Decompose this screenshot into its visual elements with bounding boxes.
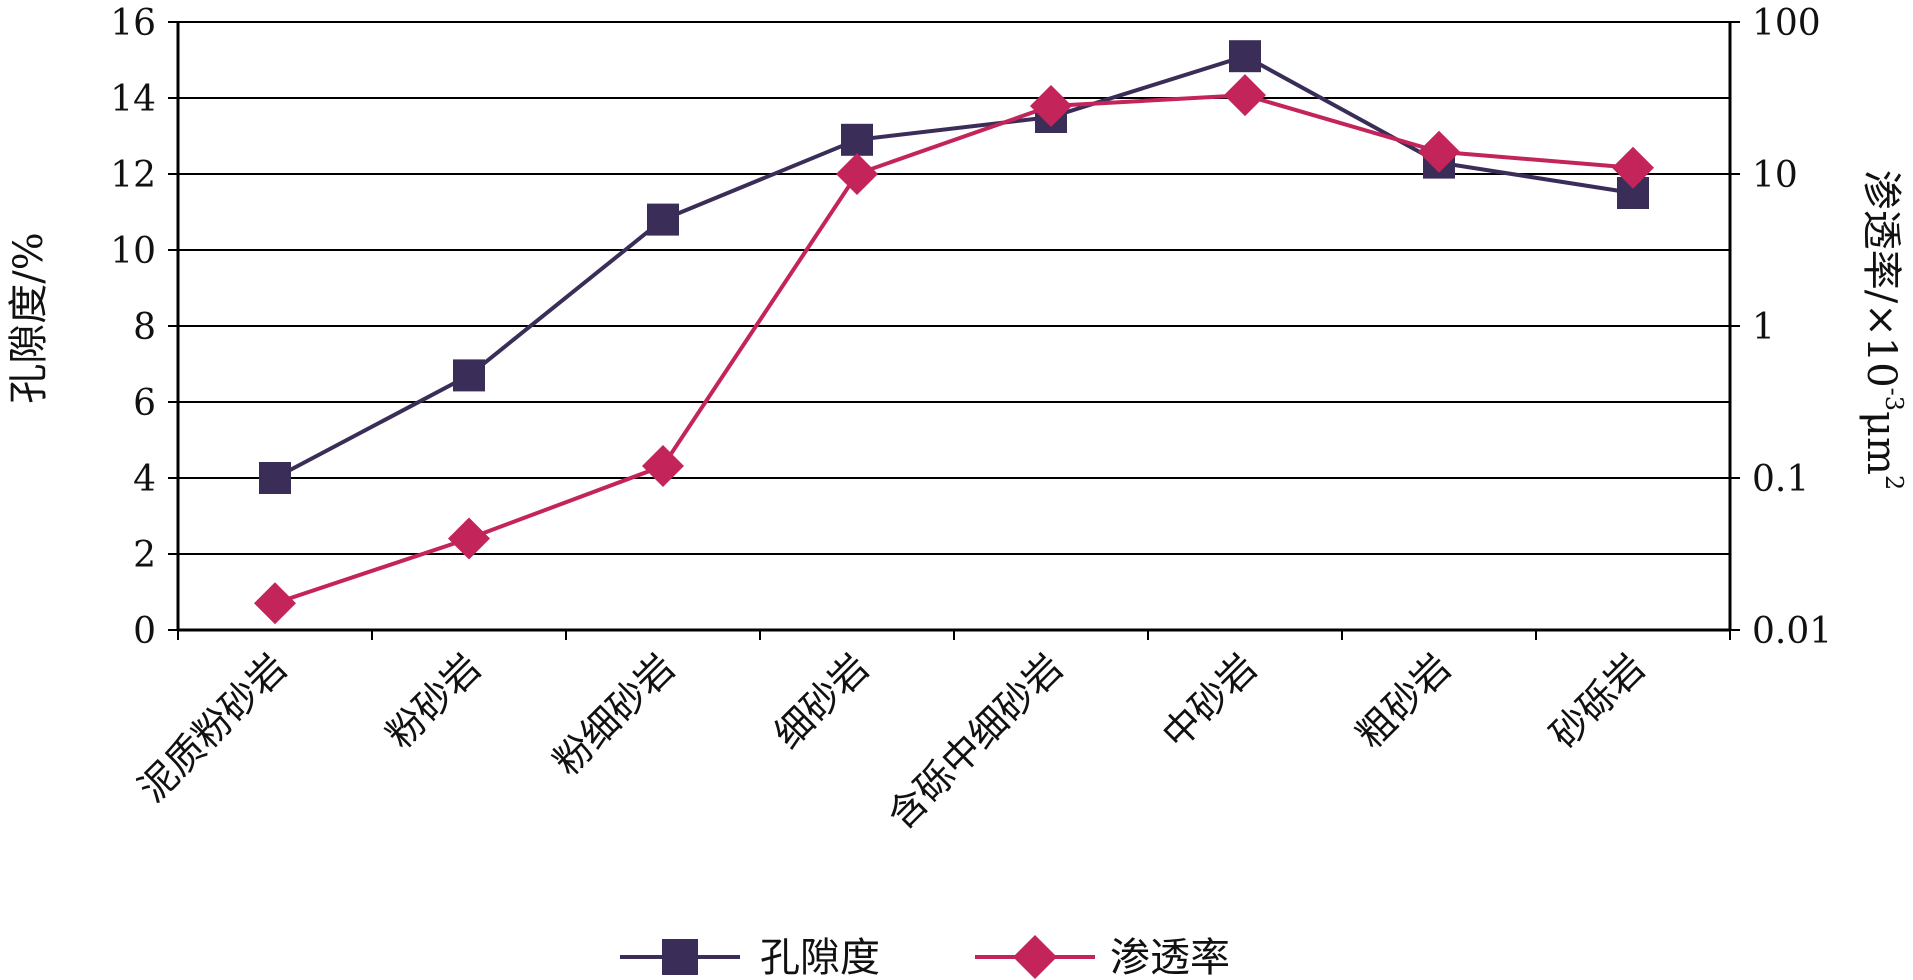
category-label: 粉细砂岩	[545, 645, 684, 784]
right-axis-title-exp: -3	[1880, 388, 1908, 411]
data-point-diamond	[1612, 146, 1654, 189]
legend-item-porosity: 孔隙度	[620, 935, 880, 980]
axes	[176, 22, 1732, 640]
left-tick-label: 4	[133, 459, 156, 500]
legend-item-permeability: 渗透率	[975, 935, 1230, 980]
category-label: 中砂岩	[1154, 645, 1266, 757]
right-axis-title-unit: μm	[1858, 411, 1904, 475]
left-tick-label: 2	[133, 535, 156, 576]
series-layer	[254, 40, 1654, 625]
category-label: 含砾中细砂岩	[879, 645, 1071, 837]
data-point-square	[259, 462, 291, 494]
svg-text:渗透率/×10-3μm2: 渗透率/×10-3μm2	[1858, 170, 1908, 491]
left-tick-label: 12	[110, 155, 156, 196]
data-point-diamond	[836, 153, 878, 195]
data-point-diamond	[1224, 74, 1266, 117]
category-label: 粉砂岩	[378, 645, 490, 757]
legend: 孔隙度 渗透率	[620, 935, 1230, 980]
right-tick-label: 10	[1752, 155, 1798, 196]
data-point-diamond	[642, 444, 684, 487]
right-tick-label: 0.1	[1752, 459, 1809, 500]
right-tick-label: 100	[1752, 3, 1821, 44]
left-tick-label: 16	[110, 3, 156, 44]
series-permeability	[254, 74, 1654, 625]
series-line	[274, 54, 1634, 480]
legend-label-permeability: 渗透率	[1110, 935, 1230, 980]
data-point-diamond	[448, 517, 490, 560]
category-labels: 泥质粉砂岩 粉砂岩 粉细砂岩 细砂岩 含砾中细砂岩 中砂岩 粗砂岩 砂砾岩	[130, 645, 1653, 837]
left-axis-ticks: 0 2 4 6 8 10 12 14 16	[110, 3, 178, 652]
series-line	[274, 93, 1634, 606]
category-label: 细砂岩	[766, 645, 878, 757]
right-tick-label: 1	[1752, 307, 1775, 348]
data-point-square	[1229, 40, 1261, 73]
right-axis-title: 渗透率/×10-3μm2	[1858, 170, 1908, 491]
category-label: 泥质粉砂岩	[130, 645, 295, 810]
data-point-diamond	[1418, 130, 1460, 173]
right-tick-label: 0.01	[1752, 611, 1832, 652]
data-point-square	[841, 123, 873, 156]
grid-lines	[178, 21, 1730, 555]
category-label: 粗砂岩	[1348, 645, 1460, 757]
series-porosity	[259, 40, 1649, 494]
left-tick-label: 8	[133, 307, 156, 348]
data-point-square	[647, 203, 679, 236]
data-point-square	[453, 359, 485, 392]
data-point-diamond	[254, 582, 296, 625]
left-tick-label: 0	[133, 611, 156, 652]
legend-label-porosity: 孔隙度	[760, 935, 880, 980]
category-label: 砂砾岩	[1542, 645, 1654, 757]
left-tick-label: 10	[110, 231, 156, 272]
data-point-diamond	[1030, 85, 1072, 128]
left-tick-label: 6	[133, 383, 156, 424]
right-axis-ticks: 0.01 0.1 1 10 100	[1730, 3, 1832, 652]
right-axis-title-prefix: 渗透率/×10	[1858, 170, 1904, 388]
left-tick-label: 14	[110, 79, 156, 120]
right-axis-title-unit-exp: 2	[1880, 475, 1908, 490]
left-axis-title: 孔隙度/%	[6, 232, 52, 403]
